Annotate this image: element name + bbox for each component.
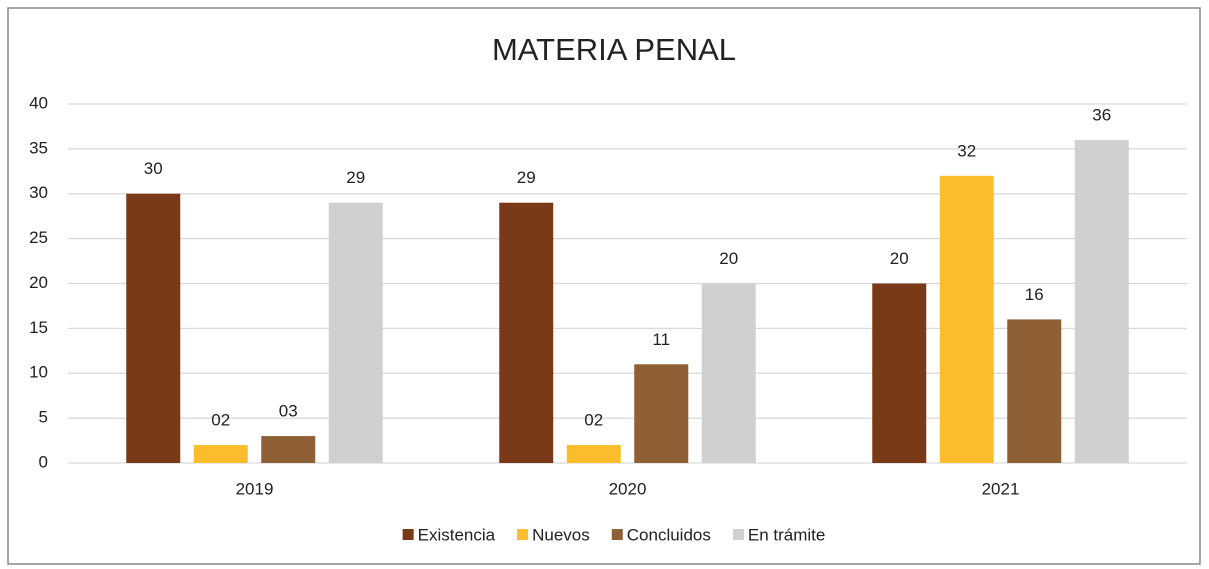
y-tick-label: 30: [29, 183, 48, 202]
data-label: 16: [1025, 285, 1044, 304]
y-tick-label: 10: [29, 363, 48, 382]
bar: [872, 283, 927, 463]
data-label: 29: [517, 168, 536, 187]
y-tick-label: 15: [29, 318, 48, 337]
x-tick-label: 2020: [609, 479, 647, 498]
data-label: 32: [957, 141, 976, 160]
y-tick-label: 20: [29, 273, 48, 292]
data-label: 20: [890, 249, 909, 268]
bar: [193, 445, 248, 463]
data-label: 03: [279, 402, 298, 421]
chart-title: MATERIA PENAL: [492, 32, 736, 67]
bar: [634, 364, 689, 463]
data-label: 02: [584, 411, 603, 430]
data-label: 11: [652, 330, 670, 349]
legend-swatch: [402, 529, 414, 540]
data-label: 02: [211, 411, 230, 430]
legend-label: Concluidos: [627, 525, 711, 544]
legend-swatch: [517, 529, 529, 540]
bar: [126, 193, 181, 463]
y-tick-label: 25: [29, 228, 48, 247]
x-tick-label: 2021: [982, 479, 1020, 498]
data-label: 29: [346, 168, 365, 187]
y-tick-label: 40: [29, 93, 48, 112]
bar: [328, 202, 383, 463]
data-label: 30: [144, 159, 163, 178]
bar: [1074, 139, 1129, 463]
data-label: 20: [719, 249, 738, 268]
legend-swatch: [732, 529, 744, 540]
y-tick-label: 35: [29, 138, 48, 157]
y-tick-label: 0: [39, 452, 48, 471]
bar: [1007, 319, 1062, 463]
legend-label: Existencia: [418, 525, 496, 544]
bar: [499, 202, 554, 463]
bar: [566, 445, 621, 463]
legend-swatch: [611, 529, 623, 540]
legend-label: Nuevos: [532, 525, 590, 544]
bar: [261, 436, 316, 463]
chart-border: [7, 7, 1201, 565]
data-label: 36: [1092, 105, 1111, 124]
y-tick-label: 5: [39, 408, 48, 427]
legend-label: En trámite: [748, 525, 825, 544]
bar: [701, 283, 756, 463]
x-tick-label: 2019: [236, 479, 274, 498]
bar: [939, 175, 994, 464]
